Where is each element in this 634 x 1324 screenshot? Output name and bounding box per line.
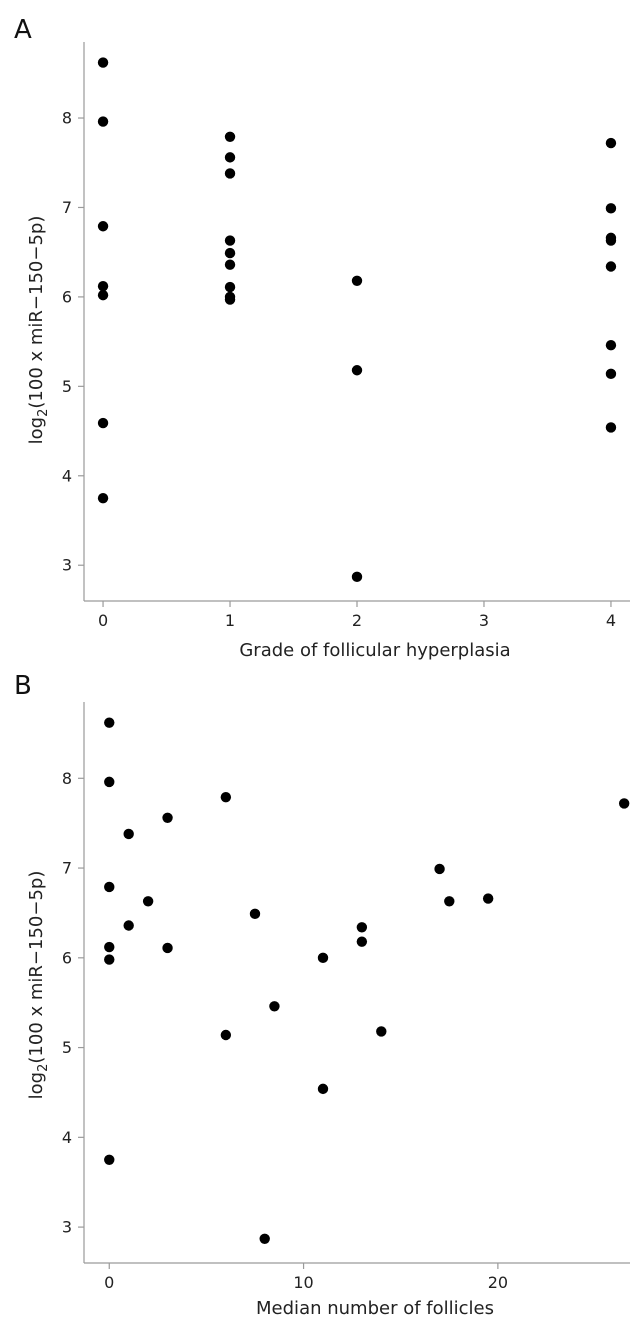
panel-a-data-point	[224, 131, 236, 143]
panel-a-y-title-prefix: log	[26, 417, 47, 444]
panel-a-data-point	[224, 281, 236, 293]
panel-b-x-ticks: 0 10 20	[104, 1263, 508, 1292]
panel-b-y-axis-title: log2(100 x miR−150−5p)	[26, 871, 51, 1100]
panel-b-data-point	[123, 828, 134, 840]
panel-a-y-tick-label: 3	[62, 556, 72, 575]
panel-a-y-tick-label: 5	[62, 377, 72, 396]
panel-a-data-point	[97, 289, 109, 301]
panel-a-data-point	[224, 235, 236, 246]
panel-b-x-axis-title: Median number of follicles	[256, 1298, 494, 1319]
panel-b-data-point	[220, 791, 232, 803]
panel-a-data-point	[351, 275, 363, 287]
panel-b-data-point	[356, 936, 368, 947]
panel-b-y-tick-label: 7	[62, 859, 72, 878]
panel-a-y-title-subscript: 2	[36, 409, 51, 417]
panel-a-x-tick-label: 3	[479, 611, 489, 630]
panel-a-data-point	[224, 168, 236, 179]
panel-b-scatter-plot: B 3 4 5 6 7 8 0 10 20 Median number of follicle…	[14, 671, 630, 1319]
panel-a-x-tick-label: 0	[98, 611, 108, 630]
panel-b-y-tick-label: 3	[62, 1218, 72, 1237]
panel-b-y-title-suffix: (100 x miR−150−5p)	[26, 871, 47, 1064]
panel-b-data-point	[162, 812, 173, 823]
panel-a-points	[97, 57, 617, 583]
panel-b-data-point	[104, 881, 115, 893]
panel-a-data-point	[605, 368, 617, 380]
panel-b-x-tick-label: 20	[488, 1273, 508, 1292]
panel-b-data-point	[249, 908, 261, 920]
panel-b-data-point	[142, 896, 154, 907]
panel-b-data-point	[104, 717, 115, 728]
panel-b-data-point	[482, 893, 494, 904]
panel-a-scatter-plot: A 3 4 5 6 7 8 0 1 2 3 4 Grade of follicular hyper…	[14, 15, 630, 661]
panel-a-data-point	[224, 294, 236, 305]
panel-b-data-point	[356, 922, 368, 933]
panel-b-x-tick-label: 0	[104, 1273, 114, 1292]
panel-a-data-point	[97, 57, 109, 68]
panel-a-x-tick-label: 2	[352, 611, 362, 630]
panel-b-letter: B	[14, 671, 32, 701]
panel-a-y-tick-label: 8	[62, 109, 72, 128]
panel-b-data-point	[259, 1233, 270, 1244]
panel-a-data-point	[97, 492, 109, 504]
panel-b-points	[104, 717, 630, 1244]
panel-a-data-point	[605, 422, 617, 433]
panel-b-data-point	[104, 954, 115, 965]
panel-a-data-point	[97, 280, 109, 292]
panel-a-data-point	[97, 221, 109, 232]
panel-a-data-point	[605, 137, 617, 149]
panel-b-data-point	[162, 942, 173, 954]
panel-b-data-point	[104, 941, 115, 953]
panel-a-data-point	[351, 365, 363, 376]
panel-b-y-tick-label: 4	[62, 1128, 72, 1147]
panel-a-data-point	[97, 116, 109, 127]
panel-a-data-point	[224, 259, 236, 270]
panel-a-x-tick-label: 4	[606, 611, 616, 630]
panel-b-data-point	[317, 1083, 329, 1095]
panel-b-data-point	[123, 920, 134, 931]
panel-b-data-point	[317, 952, 329, 964]
panel-b-y-tick-label: 5	[62, 1038, 72, 1057]
panel-b-y-title-subscript: 2	[36, 1064, 51, 1072]
panel-b-data-point	[104, 776, 115, 788]
panel-a-x-tick-label: 1	[225, 611, 235, 630]
panel-b-data-point	[104, 1154, 115, 1165]
panel-a-data-point	[351, 571, 363, 583]
panel-b-data-point	[618, 798, 630, 809]
panel-b-data-point	[376, 1026, 387, 1037]
panel-a-x-axis-title: Grade of follicular hyperplasia	[239, 640, 510, 661]
panel-b-x-tick-label: 10	[293, 1273, 313, 1292]
panel-a-data-point	[605, 261, 617, 272]
panel-b-y-tick-label: 6	[62, 948, 72, 967]
panel-a-y-tick-label: 4	[62, 466, 72, 485]
panel-b-data-point	[269, 1001, 280, 1012]
panel-a-data-point	[97, 417, 109, 429]
panel-a-y-axis-title: log2(100 x miR−150−5p)	[26, 216, 51, 445]
panel-a-y-tick-label: 7	[62, 198, 72, 217]
panel-b-y-tick-label: 8	[62, 769, 72, 788]
panel-a-x-ticks: 0 1 2 3 4	[98, 601, 616, 630]
panel-a-y-title-suffix: (100 x miR−150−5p)	[26, 216, 47, 409]
panel-a-y-ticks: 3 4 5 6 7 8	[62, 109, 84, 575]
panel-b-y-ticks: 3 4 5 6 7 8	[62, 769, 84, 1237]
panel-b-data-point	[220, 1029, 232, 1041]
panel-b-data-point	[444, 896, 455, 907]
panel-b-y-title-prefix: log	[26, 1072, 47, 1099]
panel-a-y-tick-label: 6	[62, 287, 72, 306]
panel-a-data-point	[605, 235, 617, 246]
panel-b-data-point	[434, 863, 445, 875]
panel-a-data-point	[224, 247, 236, 259]
panel-a-data-point	[224, 152, 236, 163]
panel-a-letter: A	[14, 15, 32, 45]
panel-a-data-point	[605, 203, 617, 214]
panel-a-data-point	[605, 340, 617, 351]
